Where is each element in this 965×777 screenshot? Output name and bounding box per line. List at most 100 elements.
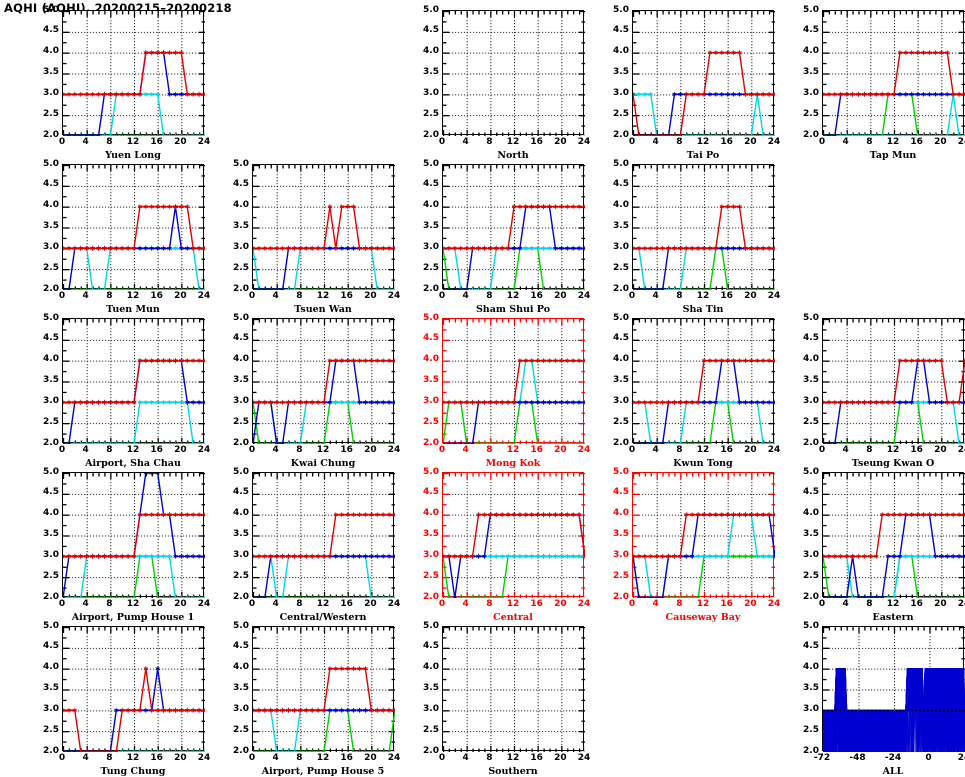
y-axis-tick-label: 4.5 bbox=[43, 333, 59, 344]
panel-title: Tsuen Wan bbox=[294, 304, 352, 315]
x-axis-tick-label: 4 bbox=[652, 599, 659, 609]
plot-area bbox=[822, 10, 965, 136]
panel-title: Central/Western bbox=[279, 612, 367, 623]
x-axis-tick-label: 12 bbox=[506, 445, 520, 455]
y-axis-tick-label: 5.0 bbox=[233, 620, 249, 631]
y-axis-tick-label: 2.0 bbox=[423, 745, 439, 756]
y-axis-tick-label: 5.0 bbox=[423, 158, 439, 169]
y-axis-tick-label: 2.5 bbox=[43, 724, 59, 735]
x-axis-tick-label: 24 bbox=[957, 445, 965, 455]
plot-area bbox=[252, 318, 395, 444]
x-axis-tick-label: 8 bbox=[676, 445, 683, 455]
y-axis-tick-label: 4.5 bbox=[43, 25, 59, 36]
y-axis-tick-label: 3.5 bbox=[233, 375, 249, 385]
x-axis-tick-label: 24 bbox=[767, 599, 781, 609]
y-axis-tick-label: 4.5 bbox=[803, 25, 819, 36]
y-axis-tick-label: 4.5 bbox=[233, 333, 249, 344]
y-axis-tick-label: 3.0 bbox=[43, 703, 59, 714]
y-axis-tick-label: 4.0 bbox=[803, 46, 819, 57]
y-axis-tick-label: 3.5 bbox=[803, 529, 819, 539]
x-axis-tick-label: 4 bbox=[82, 291, 89, 301]
y-axis-tick-label: 3.5 bbox=[423, 221, 439, 231]
y-axis-tick-label: 4.5 bbox=[613, 333, 629, 344]
plot-area bbox=[442, 10, 585, 136]
x-axis-tick-label: 16 bbox=[150, 291, 163, 301]
panel-title: Tung Chung bbox=[100, 766, 166, 777]
x-axis-tick-label: 4 bbox=[462, 445, 469, 455]
y-axis-tick-label: 3.0 bbox=[43, 87, 59, 98]
y-axis-tick-label: 3.5 bbox=[423, 683, 439, 693]
x-axis-tick-label: 24 bbox=[577, 445, 591, 455]
x-axis-tick-label: 16 bbox=[910, 445, 923, 455]
y-axis-tick-label: 5.0 bbox=[613, 312, 629, 323]
x-axis-tick-label: 12 bbox=[126, 137, 140, 147]
x-axis-tick-label: 24 bbox=[387, 445, 401, 455]
x-axis-tick-label: 4 bbox=[82, 445, 89, 455]
panel-title: Mong Kok bbox=[485, 458, 541, 469]
x-axis-tick-label: 12 bbox=[696, 599, 710, 609]
plot-area bbox=[442, 164, 585, 290]
panel-title: Kwun Tong bbox=[673, 458, 733, 469]
x-axis-tick-label: 20 bbox=[744, 291, 757, 301]
x-axis-tick-label: 20 bbox=[744, 599, 757, 609]
x-axis-tick-label: 20 bbox=[934, 599, 947, 609]
y-axis-tick-label: 4.0 bbox=[423, 200, 439, 211]
x-axis-tick-label: 20 bbox=[174, 445, 187, 455]
x-axis-tick-label: 12 bbox=[506, 291, 520, 301]
y-axis-tick-label: 4.5 bbox=[43, 641, 59, 652]
y-axis-tick-label: 4.5 bbox=[613, 179, 629, 190]
panel-title: Central bbox=[493, 612, 533, 623]
y-axis-tick-label: 2.0 bbox=[613, 437, 629, 448]
x-axis-tick-label: 12 bbox=[126, 291, 140, 301]
plot-area bbox=[252, 626, 395, 752]
x-axis-tick-label: 12 bbox=[696, 445, 710, 455]
x-axis-tick-label: 16 bbox=[340, 291, 353, 301]
x-axis-tick-label: 12 bbox=[316, 445, 330, 455]
y-axis-tick-label: 4.0 bbox=[43, 662, 59, 673]
y-axis-tick-label: 3.0 bbox=[613, 87, 629, 98]
y-axis-tick-label: 4.0 bbox=[43, 200, 59, 211]
y-axis-tick-label: 3.0 bbox=[233, 549, 249, 560]
y-axis-tick-label: 3.5 bbox=[613, 67, 629, 77]
y-axis-tick-label: 2.0 bbox=[43, 437, 59, 448]
x-axis-tick-label: 8 bbox=[866, 599, 873, 609]
x-axis-tick-label: 16 bbox=[720, 445, 733, 455]
y-axis-tick-label: 4.5 bbox=[43, 179, 59, 190]
x-axis-tick-label: 0 bbox=[248, 445, 256, 455]
y-axis-tick-label: 2.0 bbox=[423, 591, 439, 602]
y-axis-tick-label: 4.0 bbox=[233, 200, 249, 211]
x-axis-tick-label: 24 bbox=[197, 291, 211, 301]
x-axis-tick-label: 24 bbox=[577, 291, 591, 301]
y-axis-tick-label: 3.0 bbox=[803, 87, 819, 98]
y-axis-tick-label: 4.0 bbox=[233, 508, 249, 519]
x-axis-tick-label: 0 bbox=[58, 291, 66, 301]
x-axis-tick-label: 20 bbox=[174, 137, 187, 147]
y-axis-tick-label: 4.0 bbox=[613, 46, 629, 57]
x-axis-tick-label: 20 bbox=[934, 445, 947, 455]
y-axis-tick-label: 5.0 bbox=[233, 312, 249, 323]
y-axis-tick-label: 2.5 bbox=[233, 570, 249, 581]
panel-title: Southern bbox=[488, 766, 538, 777]
x-axis-tick-label: 24 bbox=[197, 599, 211, 609]
panel-title: Tai Po bbox=[686, 150, 720, 161]
y-axis-tick-label: 2.0 bbox=[803, 129, 819, 140]
y-axis-tick-label: 5.0 bbox=[233, 466, 249, 477]
x-axis-tick-label: 8 bbox=[296, 599, 303, 609]
x-axis-tick-label: 20 bbox=[554, 599, 567, 609]
x-axis-tick-label: 8 bbox=[106, 445, 113, 455]
y-axis-tick-label: 2.5 bbox=[43, 262, 59, 273]
y-axis-tick-label: 2.0 bbox=[613, 129, 629, 140]
x-axis-tick-label: 8 bbox=[486, 445, 493, 455]
panel-title: Sham Shui Po bbox=[475, 304, 551, 315]
y-axis-tick-label: 4.5 bbox=[233, 641, 249, 652]
y-axis-tick-label: 2.0 bbox=[613, 591, 629, 602]
y-axis-tick-label: 2.5 bbox=[43, 416, 59, 427]
x-axis-tick-label: 16 bbox=[150, 137, 163, 147]
panel-title: Tseung Kwan O bbox=[851, 458, 935, 469]
y-axis-tick-label: 3.5 bbox=[423, 529, 439, 539]
plot-area bbox=[252, 164, 395, 290]
x-axis-tick-label: 0 bbox=[628, 445, 636, 455]
plot-area bbox=[62, 626, 205, 752]
plot-area bbox=[62, 472, 205, 598]
y-axis-tick-label: 3.5 bbox=[423, 67, 439, 77]
